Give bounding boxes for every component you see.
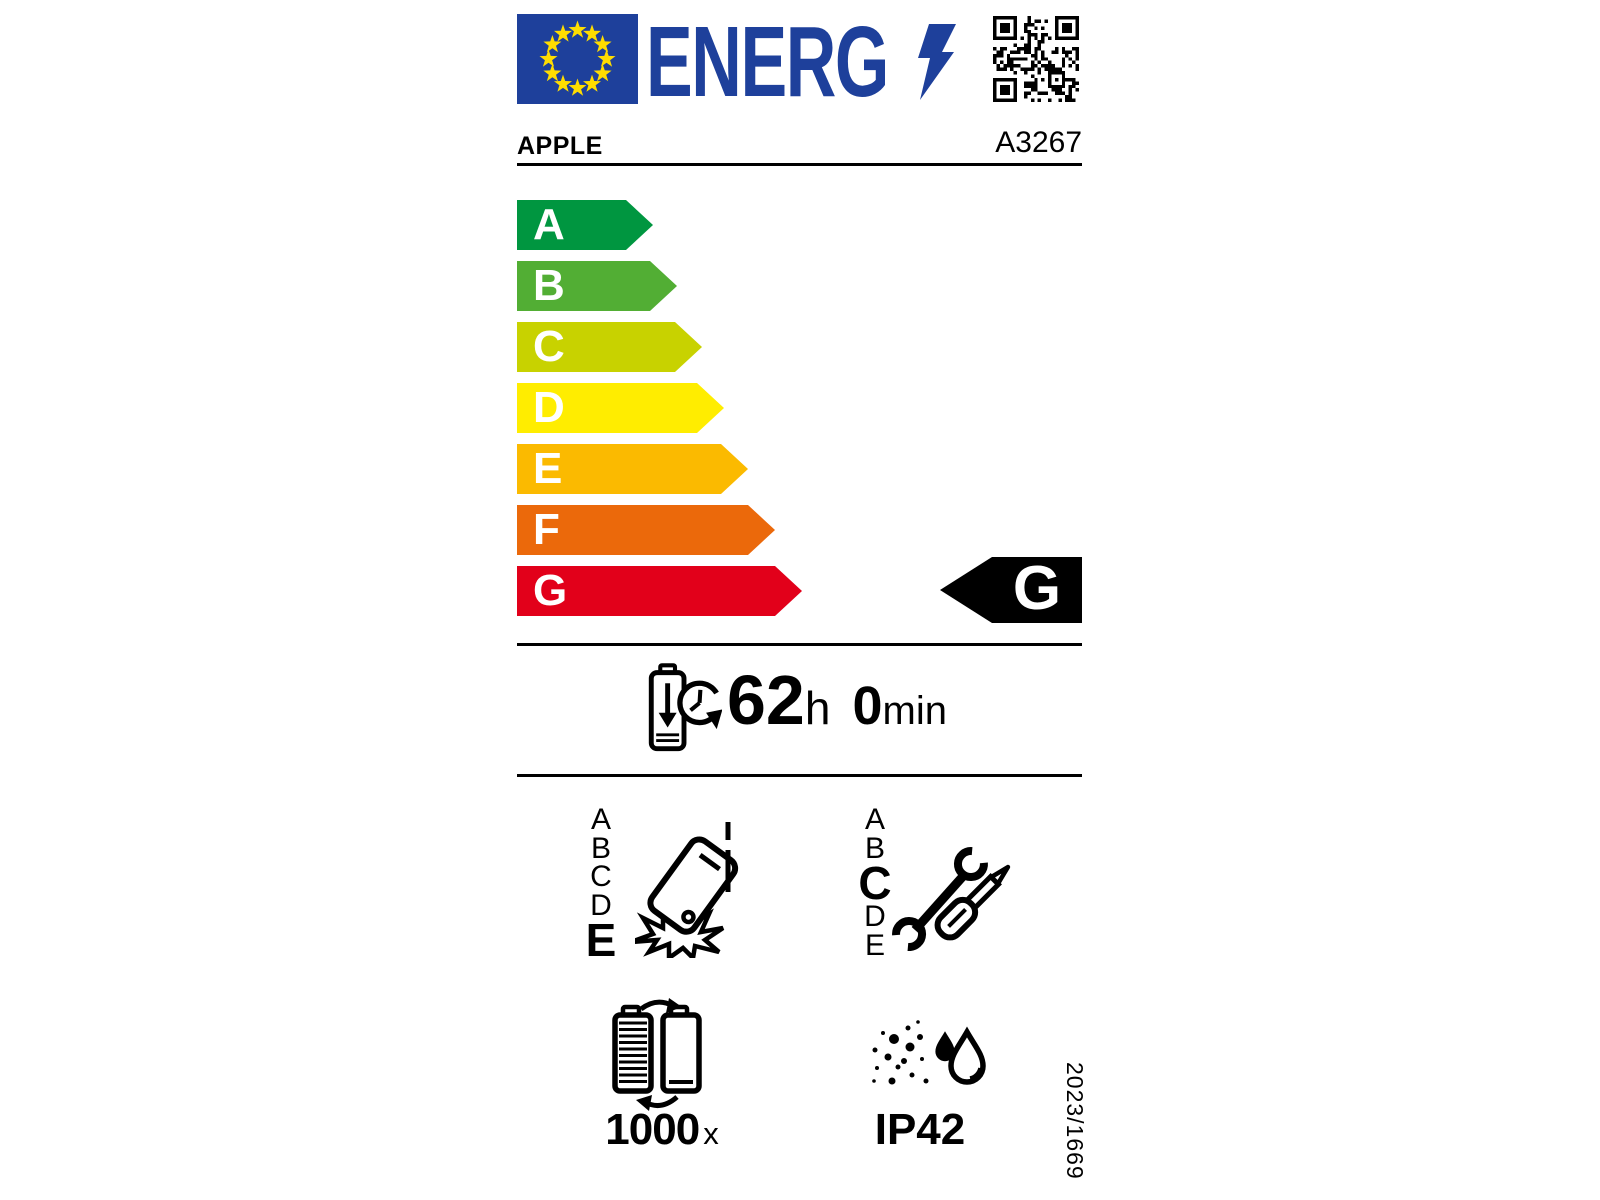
regulation-reference: 2023/1669 xyxy=(1062,1062,1088,1180)
lightning-bolt-icon xyxy=(918,24,956,100)
rated-class-arrow: G xyxy=(940,557,1082,623)
class-letter-d: D xyxy=(864,900,886,933)
battery-life-icon xyxy=(648,663,722,752)
energ-logo-text: ENERG xyxy=(646,6,889,118)
class-letter-b: B xyxy=(864,831,885,865)
energy-class-bar-c: C xyxy=(517,322,702,372)
brand-name: APPLE xyxy=(517,132,603,160)
drop-resistance-icon xyxy=(635,822,739,958)
class-letter-c-rated: C xyxy=(858,857,892,909)
energy-class-bar-e: E xyxy=(517,444,748,494)
class-letter-d: D xyxy=(590,888,612,922)
battery-minutes-unit: min xyxy=(882,689,947,733)
class-letter-b: B xyxy=(590,831,611,865)
energy-class-bar-a: A xyxy=(517,200,653,250)
divider-line xyxy=(517,643,1082,646)
divider-line xyxy=(517,163,1082,166)
class-letter-a: A xyxy=(590,803,611,836)
battery-hours: 62 xyxy=(727,661,805,739)
cycles-number: 1000 xyxy=(605,1105,700,1154)
battery-cycles-value: 1000 x xyxy=(577,1105,747,1155)
battery-cycles-icon xyxy=(612,998,702,1111)
battery-minutes: 0 xyxy=(852,676,883,736)
energy-class-bar-f: F xyxy=(517,505,775,555)
energy-class-bar-d: D xyxy=(517,383,724,433)
qr-code xyxy=(993,16,1079,102)
repairability-icon xyxy=(892,847,1011,951)
ip-rating-icon xyxy=(872,1020,986,1085)
class-letter-e-rated: E xyxy=(585,914,617,966)
battery-hours-unit: h xyxy=(804,682,831,734)
ip-rating-value: IP42 xyxy=(855,1105,985,1155)
class-letter-c: C xyxy=(590,860,612,893)
rated-class-letter: G xyxy=(1012,554,1062,623)
class-letter-e: E xyxy=(864,928,885,962)
ip-rating: IP42 xyxy=(874,1105,966,1154)
class-letter-a: A xyxy=(864,803,885,836)
eu-flag xyxy=(517,14,638,104)
model-identifier: A3267 xyxy=(995,126,1082,159)
battery-life-value: 62 h 0 min xyxy=(727,660,947,740)
energy-class-bar-g: G xyxy=(517,566,802,616)
divider-line xyxy=(517,774,1082,777)
cycles-unit: x xyxy=(703,1116,719,1151)
energy-class-bar-b: B xyxy=(517,261,677,311)
